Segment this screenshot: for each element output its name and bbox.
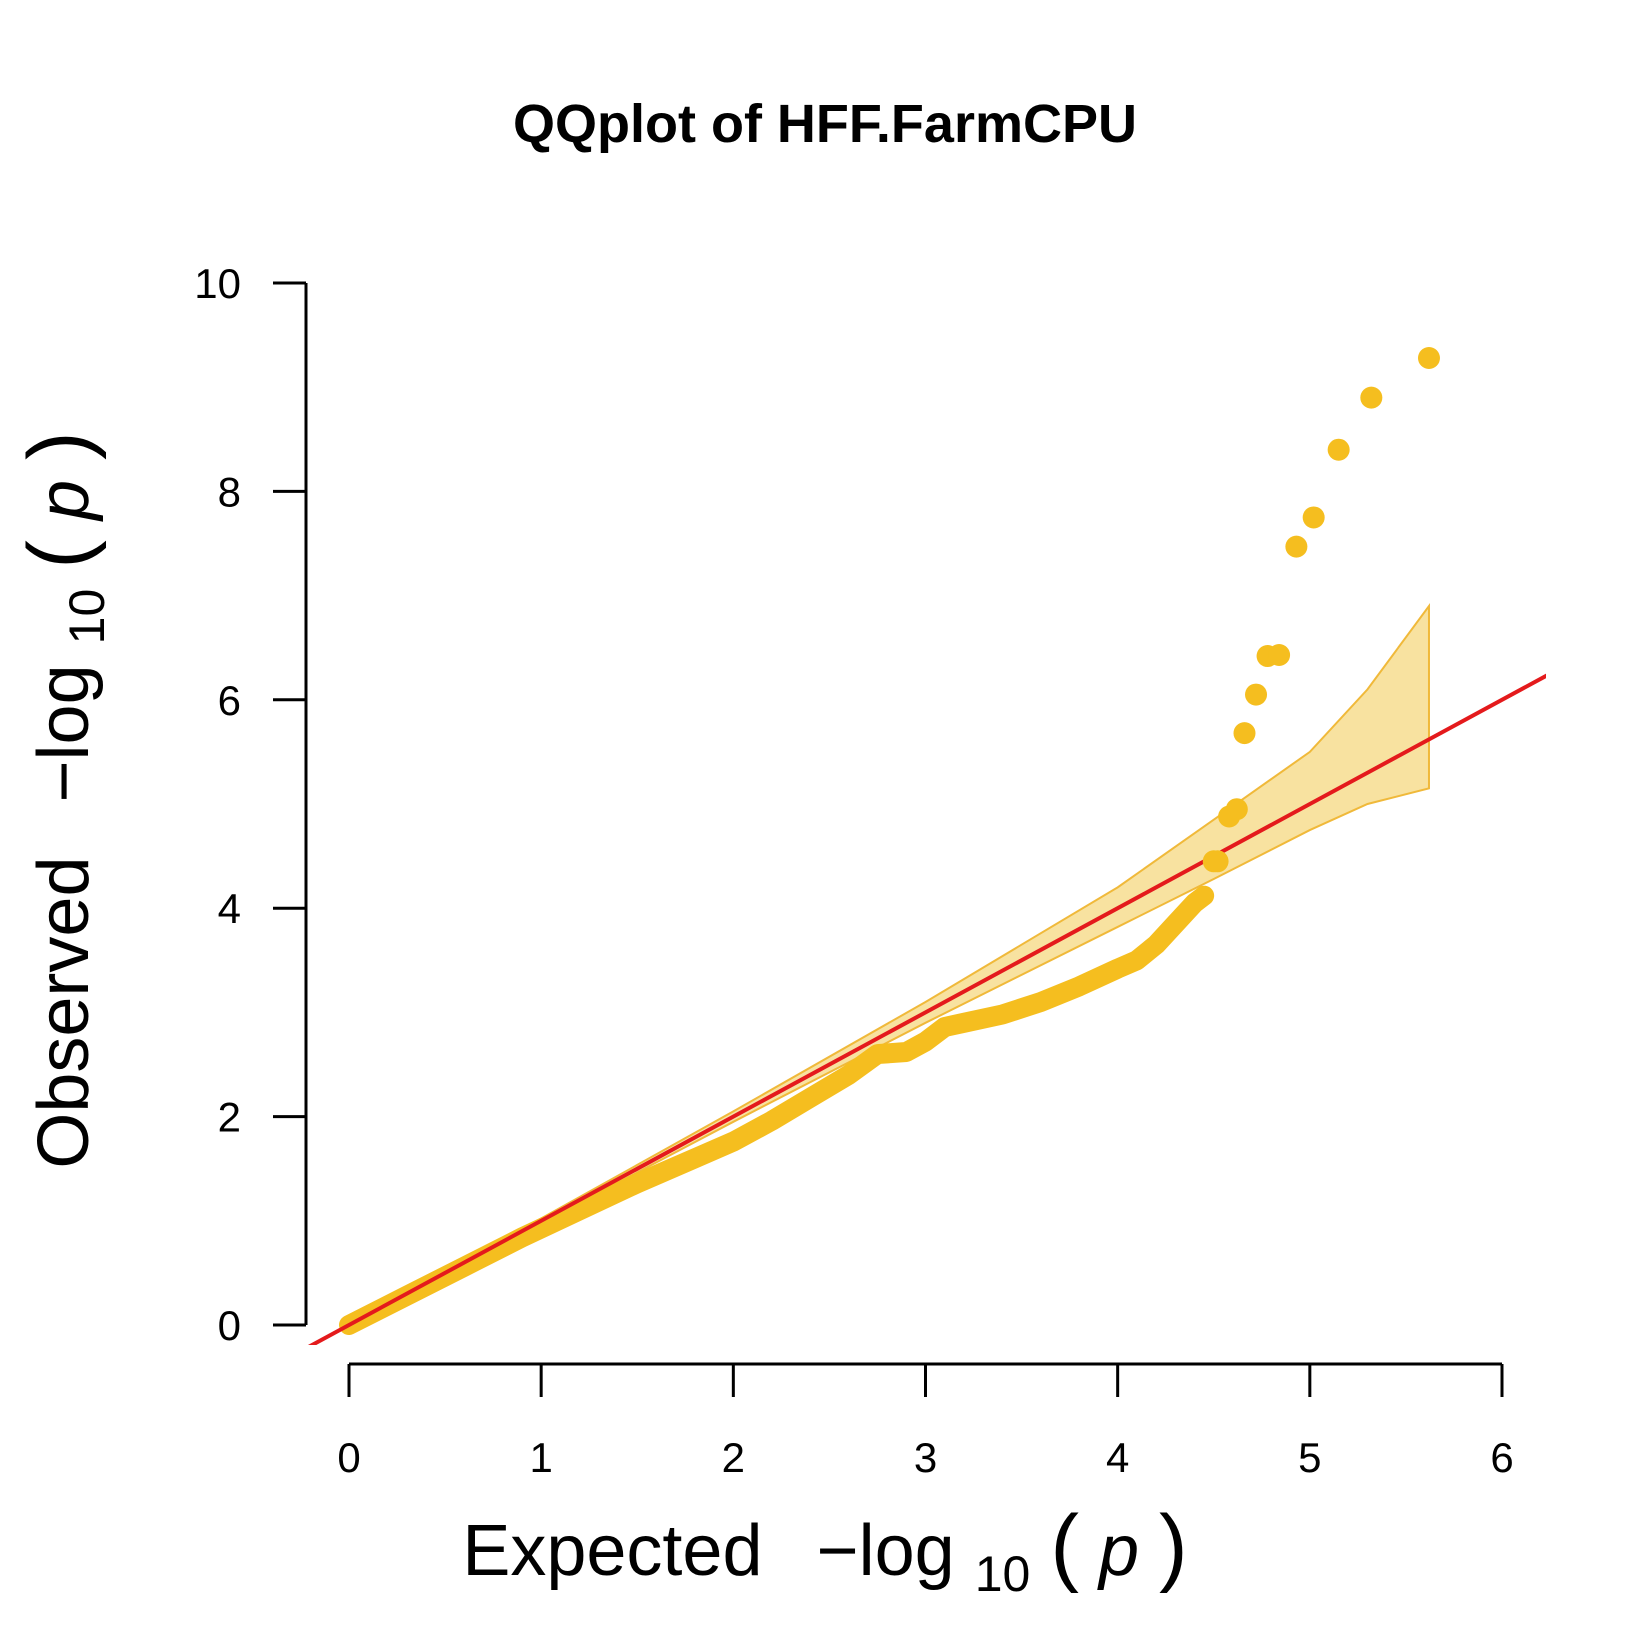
x-tick-label: 3	[914, 1434, 937, 1481]
x-tick-label: 0	[337, 1434, 360, 1481]
x-tick-label: 5	[1298, 1434, 1321, 1481]
reference-line	[307, 673, 1546, 1345]
data-point	[1245, 683, 1268, 706]
plot-area	[307, 347, 1546, 1345]
data-point	[1225, 798, 1248, 821]
y-axis-title-open: (	[11, 540, 107, 569]
x-axis-title-prefix: Expected	[462, 1511, 762, 1591]
x-axis-title-func: −log	[817, 1511, 955, 1591]
x-tick-label: 4	[1106, 1434, 1129, 1481]
x-axis-title: Expected −log 10 ( p )	[462, 1498, 1187, 1607]
y-tick-label: 4	[218, 885, 241, 932]
x-axis-title-open: (	[1050, 1498, 1079, 1594]
axes: 0 2 4 6 8 10 0 1 2 3 4 5 6	[194, 260, 1513, 1481]
y-axis-title-sub: 10	[59, 589, 115, 645]
y-tick-label: 2	[218, 1094, 241, 1141]
x-tick-label: 6	[1490, 1434, 1513, 1481]
y-tick-label: 0	[218, 1302, 241, 1349]
data-point	[1285, 535, 1308, 558]
y-axis-title-func: −log	[24, 664, 104, 802]
y-axis-title-prefix: Observed	[24, 857, 104, 1169]
data-point	[1302, 506, 1325, 529]
data-point	[1417, 347, 1440, 370]
x-ticks: 0 1 2 3 4 5 6	[337, 1364, 1514, 1481]
x-axis-title-close: )	[1159, 1498, 1188, 1594]
x-axis-title-var: p	[1097, 1511, 1139, 1591]
data-point	[1206, 850, 1229, 873]
y-ticks: 0 2 4 6 8 10	[194, 260, 306, 1349]
y-axis-title-close: )	[11, 431, 107, 460]
data-point	[1233, 722, 1256, 745]
outlier-points	[1202, 347, 1440, 873]
x-tick-label: 1	[529, 1434, 552, 1481]
observed-curve	[339, 885, 1215, 1335]
data-point	[1268, 643, 1291, 666]
x-axis-title-sub: 10	[975, 1546, 1031, 1602]
x-tick-label: 2	[722, 1434, 745, 1481]
y-tick-label: 6	[218, 677, 241, 724]
data-point	[1360, 386, 1383, 409]
data-point	[1327, 438, 1350, 461]
chart-title: QQplot of HFF.FarmCPU	[513, 94, 1137, 154]
y-tick-label: 8	[218, 468, 241, 515]
y-axis-title-var: p	[24, 480, 104, 522]
y-axis-title: Observed −log 10 ( p )	[11, 431, 120, 1168]
y-tick-label: 10	[194, 260, 241, 307]
confidence-band	[520, 602, 1430, 1235]
